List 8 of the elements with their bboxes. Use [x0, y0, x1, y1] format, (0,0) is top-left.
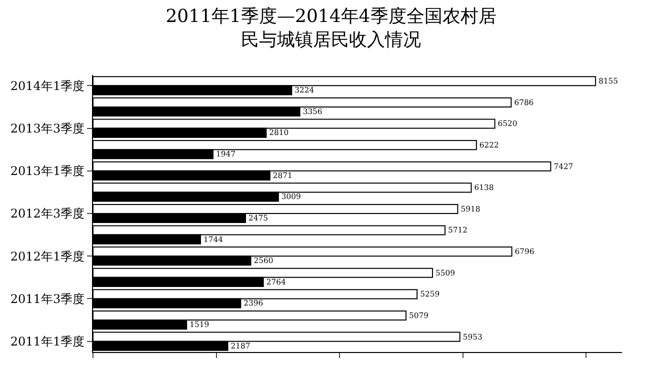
chart-title: 2011年1季度—2014年4季度全国农村居民与城镇居民收入情况 — [166, 6, 496, 50]
y-tick-label: 2011年1季度 — [10, 334, 85, 349]
y-tick-label: 2013年3季度 — [10, 121, 85, 136]
y-tick-label: 2014年1季度 — [10, 78, 85, 93]
y-tick-label: 2013年1季度 — [10, 164, 85, 178]
y-tick-label: 2012年3季度 — [10, 206, 85, 221]
y-tick-label: 2012年1季度 — [10, 249, 85, 264]
y-tick-label: 2011年3季度 — [10, 292, 85, 306]
